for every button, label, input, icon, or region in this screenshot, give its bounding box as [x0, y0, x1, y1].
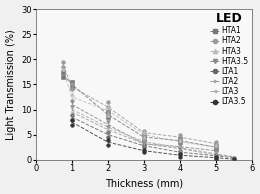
Point — [142, 151, 146, 154]
Point — [214, 157, 218, 160]
X-axis label: Thickness (mm): Thickness (mm) — [105, 178, 183, 188]
Point — [178, 142, 182, 145]
Point — [70, 80, 74, 83]
Point — [61, 70, 65, 73]
Point — [178, 149, 182, 152]
Point — [142, 138, 146, 141]
Point — [142, 133, 146, 136]
Point — [178, 143, 182, 146]
Point — [61, 68, 65, 71]
Point — [61, 60, 65, 63]
Point — [178, 149, 182, 152]
Point — [70, 88, 74, 91]
Point — [106, 105, 110, 108]
Point — [214, 144, 218, 147]
Point — [106, 131, 110, 134]
Point — [214, 147, 218, 150]
Point — [214, 153, 218, 156]
Point — [142, 131, 146, 134]
Point — [232, 155, 236, 158]
Point — [142, 138, 146, 141]
Point — [178, 141, 182, 144]
Point — [214, 151, 218, 154]
Point — [70, 105, 74, 108]
Point — [106, 123, 110, 126]
Point — [70, 113, 74, 116]
Point — [106, 100, 110, 104]
Point — [232, 158, 236, 161]
Point — [70, 118, 74, 121]
Point — [106, 110, 110, 113]
Point — [142, 142, 146, 145]
Point — [214, 148, 218, 151]
Point — [106, 126, 110, 129]
Point — [178, 137, 182, 140]
Point — [178, 133, 182, 136]
Point — [106, 126, 110, 129]
Point — [142, 136, 146, 139]
Point — [106, 143, 110, 146]
Point — [232, 156, 236, 159]
Point — [178, 144, 182, 147]
Point — [70, 93, 74, 96]
Point — [70, 83, 74, 86]
Point — [214, 152, 218, 155]
Point — [70, 98, 74, 101]
Point — [106, 138, 110, 141]
Point — [106, 120, 110, 124]
Point — [106, 131, 110, 134]
Point — [142, 148, 146, 151]
Point — [232, 156, 236, 159]
Point — [70, 100, 74, 104]
Point — [70, 105, 74, 108]
Point — [178, 148, 182, 151]
Point — [178, 138, 182, 141]
Point — [142, 141, 146, 144]
Point — [106, 115, 110, 119]
Point — [214, 144, 218, 147]
Point — [142, 133, 146, 136]
Point — [178, 138, 182, 141]
Point — [106, 128, 110, 131]
Point — [142, 144, 146, 147]
Point — [61, 65, 65, 68]
Point — [142, 143, 146, 146]
Point — [70, 110, 74, 113]
Point — [106, 113, 110, 116]
Point — [178, 147, 182, 150]
Point — [106, 136, 110, 139]
Point — [106, 105, 110, 108]
Point — [61, 75, 65, 78]
Point — [214, 151, 218, 154]
Y-axis label: Light Transmission (%): Light Transmission (%) — [5, 29, 16, 140]
Point — [214, 143, 218, 146]
Point — [70, 108, 74, 111]
Point — [142, 129, 146, 132]
Legend: HTA1, HTA2, HTA3, HTA3.5, LTA1, LTA2, LTA3, LTA3.5: HTA1, HTA2, HTA3, HTA3.5, LTA1, LTA2, LT… — [209, 11, 250, 108]
Point — [214, 156, 218, 159]
Point — [70, 123, 74, 126]
Point — [142, 146, 146, 149]
Point — [142, 141, 146, 144]
Point — [214, 156, 218, 159]
Point — [178, 155, 182, 158]
Point — [70, 113, 74, 116]
Point — [214, 153, 218, 156]
Point — [214, 141, 218, 144]
Point — [214, 148, 218, 151]
Point — [178, 152, 182, 155]
Point — [70, 85, 74, 88]
Point — [106, 110, 110, 113]
Point — [214, 154, 218, 157]
Point — [178, 146, 182, 149]
Point — [70, 118, 74, 121]
Point — [142, 144, 146, 147]
Point — [178, 152, 182, 155]
